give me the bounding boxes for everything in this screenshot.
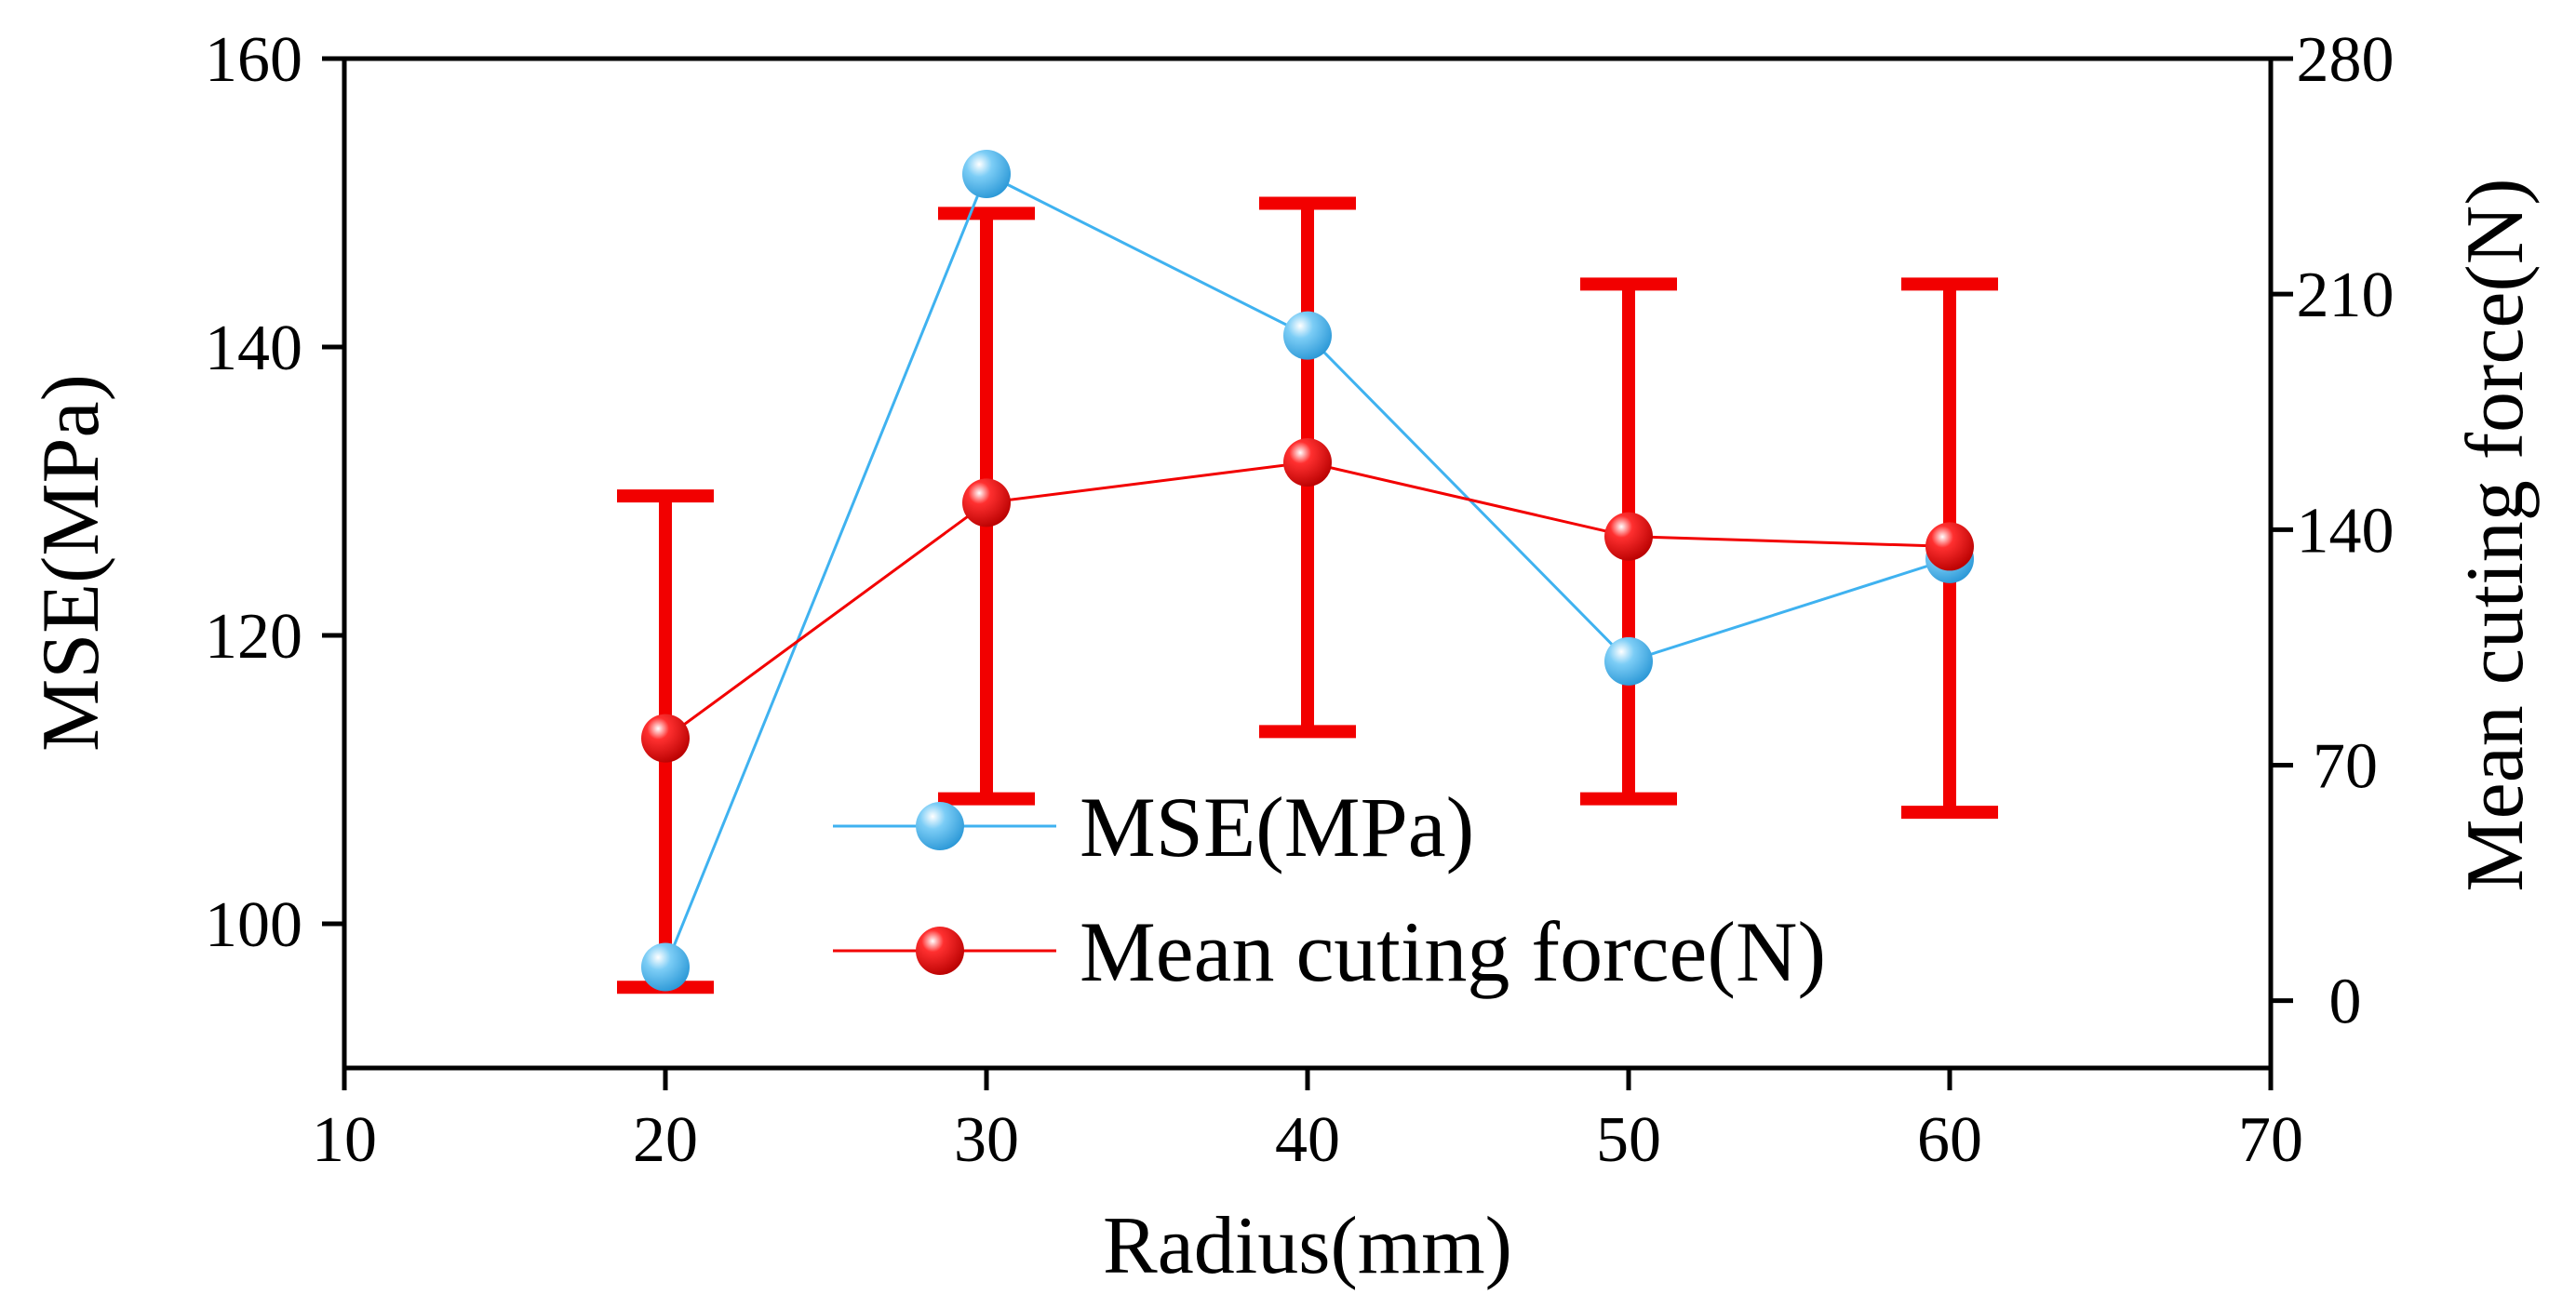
legend-mse-marker	[916, 802, 964, 850]
legend-force-label: Mean cuting force(N)	[1080, 904, 1826, 999]
force-point	[962, 478, 1011, 527]
force-point	[1283, 438, 1332, 487]
mse-point	[962, 150, 1011, 198]
left-y-tick-label: 160	[205, 24, 302, 96]
right-y-tick-label: 0	[2329, 967, 2362, 1038]
x-tick-label: 70	[2238, 1104, 2303, 1176]
left-y-tick-label: 100	[205, 889, 302, 961]
mse-point	[1283, 311, 1332, 360]
left-axis-title: MSE(MPa)	[26, 374, 116, 752]
mse-point	[1604, 636, 1653, 686]
legend-mse-label: MSE(MPa)	[1080, 780, 1474, 874]
x-axis-title: Radius(mm)	[1103, 1201, 1512, 1291]
force-point	[1925, 522, 1974, 571]
right-y-tick-label: 140	[2297, 495, 2395, 567]
right-y-tick-label: 280	[2297, 24, 2395, 96]
right-y-tick-label: 70	[2313, 731, 2378, 803]
axes-layer: 10 20 30 40 50 60 70 100 120 140 160 0 70 140 210 280	[205, 24, 2395, 1176]
legend-force-marker	[916, 927, 964, 975]
mse-point	[641, 942, 690, 992]
force-point	[641, 714, 690, 763]
right-axis-title: Mean cuting force(N)	[2450, 178, 2541, 891]
plot-frame	[342, 56, 2274, 1071]
right-y-tick-label: 210	[2297, 260, 2395, 331]
legend: MSE(MPa) Mean cuting force(N)	[833, 780, 1826, 999]
x-tick-label: 50	[1596, 1104, 1661, 1176]
left-y-tick-label: 140	[205, 313, 302, 384]
left-y-tick-label: 120	[205, 601, 302, 673]
x-tick-label: 10	[312, 1104, 377, 1176]
series-layer	[617, 150, 1998, 994]
x-tick-label: 30	[954, 1104, 1019, 1176]
force-point	[1604, 512, 1653, 561]
x-tick-label: 20	[633, 1104, 698, 1176]
x-tick-label: 60	[1917, 1104, 1982, 1176]
x-tick-label: 40	[1275, 1104, 1340, 1176]
